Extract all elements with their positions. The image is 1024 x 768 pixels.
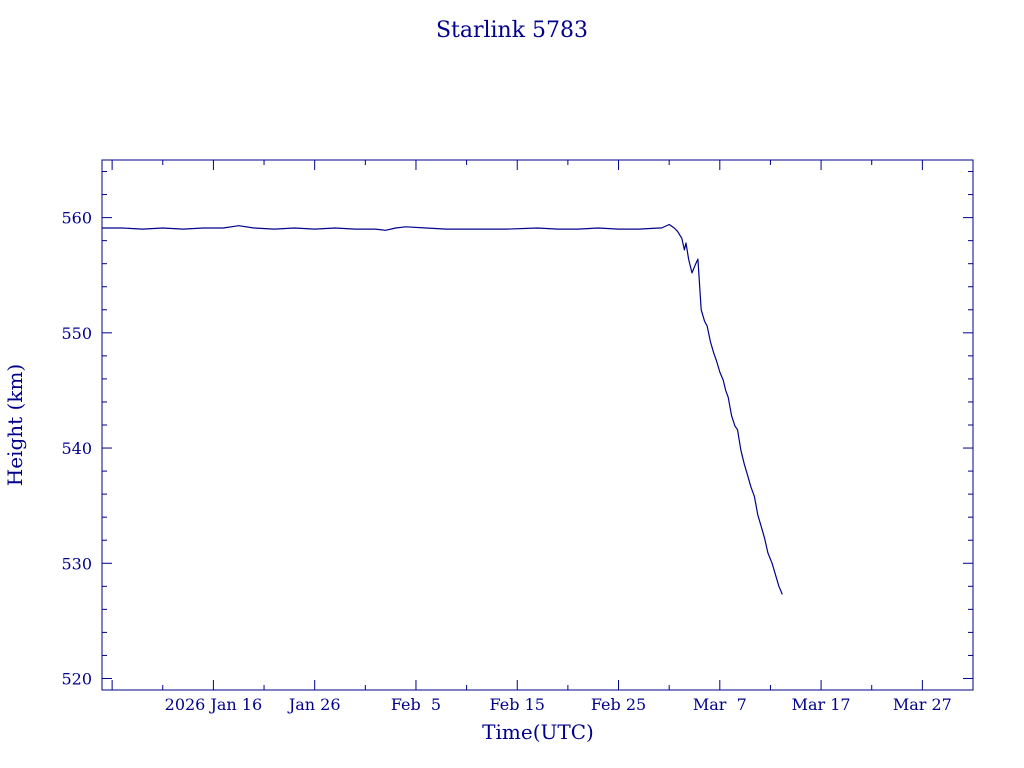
y-tick-label: 560 bbox=[61, 209, 92, 228]
x-tick-label: Feb 25 bbox=[591, 695, 646, 714]
x-tick-label: Mar 27 bbox=[893, 695, 952, 714]
y-tick-label: 520 bbox=[61, 669, 92, 688]
x-tick-label: 2026 Jan 16 bbox=[165, 695, 263, 714]
x-tick-label: Jan 26 bbox=[287, 695, 341, 714]
y-tick-label: 530 bbox=[61, 554, 92, 573]
y-tick-labels: 520 530 540 550 560 bbox=[61, 209, 92, 689]
axis-ticks bbox=[102, 160, 974, 690]
x-tick-label: Mar 17 bbox=[792, 695, 851, 714]
x-tick-labels: 2026 Jan 16 Jan 26 Feb 5 Feb 15 Feb 25 Mar 7 M… bbox=[165, 695, 952, 714]
x-tick-label: Feb 5 bbox=[391, 695, 441, 714]
x-tick-label: Mar 7 bbox=[693, 695, 747, 714]
chart-title: Starlink 5783 bbox=[436, 18, 588, 43]
plot-frame bbox=[101, 159, 974, 691]
x-tick-label: Feb 15 bbox=[490, 695, 545, 714]
y-axis-title: Height (km) bbox=[3, 364, 27, 486]
y-tick-label: 540 bbox=[61, 439, 92, 458]
x-axis-title: Time(UTC) bbox=[482, 720, 594, 744]
height-series-line bbox=[102, 223, 783, 595]
y-tick-label: 550 bbox=[61, 324, 92, 343]
